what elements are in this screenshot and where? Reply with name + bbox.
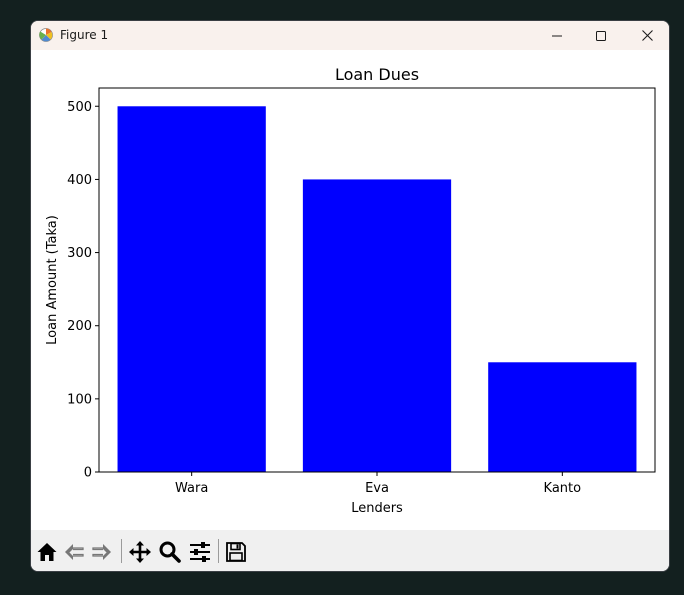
y-tick-label: 200 bbox=[67, 319, 92, 334]
minimize-button[interactable] bbox=[534, 21, 580, 50]
close-icon bbox=[641, 30, 653, 41]
back-arrow-icon bbox=[65, 544, 84, 560]
y-tick-label: 100 bbox=[67, 392, 92, 407]
title-bar[interactable]: Figure 1 bbox=[31, 21, 669, 50]
toolbar-separator bbox=[218, 539, 219, 563]
axes-frame bbox=[98, 87, 656, 473]
minimize-icon bbox=[552, 35, 562, 36]
x-tick-label: Eva bbox=[365, 481, 389, 496]
y-tick-label: 500 bbox=[67, 100, 92, 115]
y-axis: 0 100 200 300 400 500 bbox=[67, 100, 99, 481]
maximize-button[interactable] bbox=[578, 21, 624, 50]
navigation-toolbar bbox=[31, 530, 669, 571]
maximize-icon bbox=[596, 30, 606, 41]
bar-eva bbox=[302, 179, 452, 472]
close-button[interactable] bbox=[624, 21, 669, 50]
move-icon bbox=[129, 541, 151, 563]
zoom-button[interactable] bbox=[158, 540, 182, 564]
magnifier-icon bbox=[159, 541, 181, 563]
pan-button[interactable] bbox=[128, 540, 152, 564]
y-tick-label: 300 bbox=[67, 246, 92, 261]
x-axis-label: Lenders bbox=[351, 501, 403, 516]
floppy-disk-icon bbox=[226, 542, 246, 562]
sliders-icon bbox=[190, 542, 210, 562]
x-tick-label: Wara bbox=[175, 481, 208, 496]
forward-button[interactable] bbox=[90, 540, 114, 564]
home-icon bbox=[37, 543, 57, 561]
bar-wara bbox=[117, 106, 266, 473]
chart-title: Loan Dues bbox=[335, 65, 419, 84]
toolbar-separator bbox=[121, 539, 122, 563]
configure-subplots-button[interactable] bbox=[188, 540, 212, 564]
y-tick-label: 400 bbox=[67, 173, 92, 188]
matplotlib-app-icon bbox=[39, 28, 53, 42]
figure-window: Figure 1 Loan Dues 0 100 200 300 400 500 Wara… bbox=[30, 20, 670, 572]
y-axis-label: Loan Amount (Taka) bbox=[45, 215, 60, 345]
bar-kanto bbox=[488, 362, 637, 472]
forward-arrow-icon bbox=[92, 544, 111, 560]
window-title: Figure 1 bbox=[60, 28, 109, 42]
home-button[interactable] bbox=[35, 540, 59, 564]
bars-group bbox=[117, 106, 637, 473]
x-tick-label: Kanto bbox=[544, 481, 582, 496]
x-axis: Wara Eva Kanto bbox=[175, 472, 581, 496]
save-button[interactable] bbox=[224, 540, 248, 564]
plot-canvas[interactable]: Loan Dues 0 100 200 300 400 500 Wara Eva Kanto … bbox=[31, 50, 669, 530]
back-button[interactable] bbox=[62, 540, 86, 564]
y-tick-label: 0 bbox=[84, 466, 92, 481]
